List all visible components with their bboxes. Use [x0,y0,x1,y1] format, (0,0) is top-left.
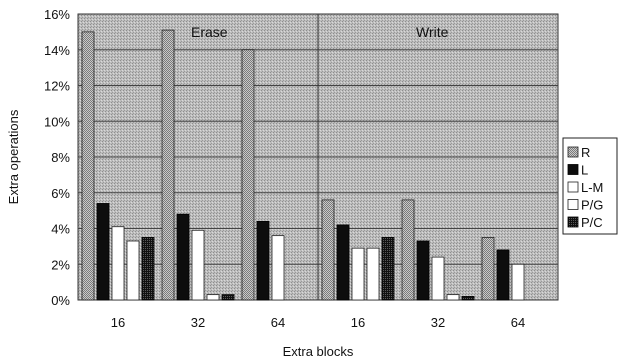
legend-label: P/G [581,198,603,213]
x-tick-label: 16 [111,315,125,330]
bar-l [96,203,110,301]
y-tick-label: 14% [44,43,70,58]
x-tick-label: 32 [431,315,445,330]
bar-p-c [221,294,235,301]
bar-r [81,31,95,301]
bar-l [416,240,430,301]
x-axis-title: Extra blocks [283,344,354,359]
bar-l-m [111,226,125,301]
bar-l [496,249,510,301]
legend-swatch [567,164,579,175]
y-tick-label: 2% [51,257,70,272]
bar-p-g [206,294,220,301]
bar-l [336,224,350,301]
y-tick-label: 6% [51,186,70,201]
x-tick-label: 64 [511,315,525,330]
y-tick-label: 4% [51,222,70,237]
bar-r [401,199,415,301]
bar-p-c [381,237,395,301]
bar-l-m [191,229,205,301]
legend-swatch [567,181,579,193]
bar-r [321,199,335,301]
legend-label: R [581,145,590,160]
bar-p-g [446,294,460,301]
bar-p-g [126,240,140,301]
bar-r [481,237,495,301]
y-tick-label: 10% [44,114,70,129]
legend-swatch [567,146,579,158]
bar-r [161,29,175,301]
bar-l-m [271,235,285,301]
x-tick-label: 64 [271,315,285,330]
x-tick-label: 32 [191,315,205,330]
y-axis-title: Extra operations [6,109,21,204]
y-tick-label: 16% [44,7,70,22]
legend-label: P/C [581,215,603,230]
y-tick-label: 8% [51,150,70,165]
x-axis-ticks: 16 32 64 16 32 64 [111,315,525,330]
bar-r [241,49,255,301]
panel-title-write: Write [416,24,449,40]
legend: RL L-M P/G P/C [562,137,618,235]
bars [81,29,525,301]
bar-p-c [141,237,155,301]
bar-l [176,213,190,301]
legend-swatch [567,216,579,228]
legend-swatch [567,199,579,210]
legend-label: L [581,163,588,178]
legend-label: L-M [581,180,603,195]
bar-p-g [366,247,380,301]
bar-l [256,220,270,301]
bar-l-m [431,256,445,301]
y-tick-label: 12% [44,79,70,94]
x-tick-label: 16 [351,315,365,330]
y-tick-label: 0% [51,293,70,308]
panel-title-erase: Erase [191,24,228,40]
bar-p-c [461,296,475,301]
bar-l-m [351,247,365,301]
y-axis-ticks: 0% 2% 4% 6% 8% 10% 12% 14% 16% [44,7,70,308]
bar-l-m [511,263,525,301]
